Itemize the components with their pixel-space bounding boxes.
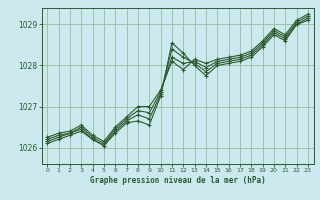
X-axis label: Graphe pression niveau de la mer (hPa): Graphe pression niveau de la mer (hPa)	[90, 176, 266, 185]
